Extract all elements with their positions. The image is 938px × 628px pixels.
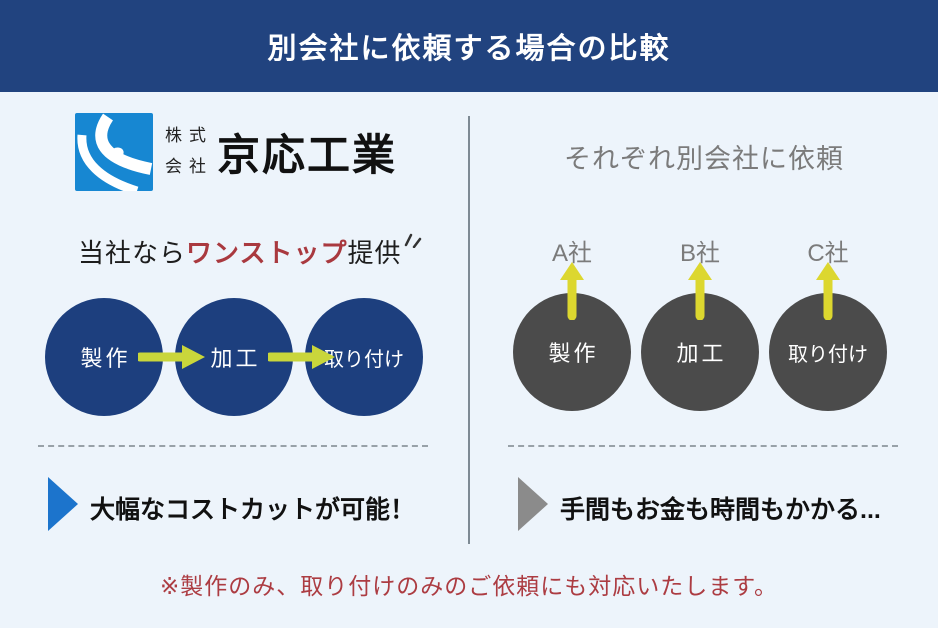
company-logo: 株式 会社 京応工業 (75, 113, 397, 191)
arrow-up-icon (816, 262, 840, 320)
right-result-text: 手間もお金も時間もかかる... (560, 496, 881, 524)
column-divider (468, 116, 470, 544)
left-dashed-divider (38, 445, 428, 447)
company-logo-icon (75, 113, 153, 191)
arrow-right-icon (138, 345, 205, 369)
sparkle-icon (404, 233, 421, 249)
blue-triangle-marker-icon (48, 477, 78, 531)
one-stop-tagline: 当社ならワンストップ提供 (78, 233, 422, 270)
company-prefix-label: 株式 会社 (165, 126, 213, 176)
step-circle-toritsuke-left: 取り付け (305, 298, 423, 416)
page-title: 別会社に依頼する場合の比較 (267, 33, 671, 65)
footnote-text: ※製作のみ、取り付けのみのご依頼にも対応いたします。 (160, 573, 778, 599)
arrow-up-icon (560, 262, 584, 320)
gray-triangle-marker-icon (518, 477, 548, 531)
arrow-right-icon (268, 345, 335, 369)
tagline-pre: 当社なら (78, 238, 187, 268)
company-name-label: 京応工業 (217, 132, 397, 180)
right-dashed-divider (508, 445, 898, 447)
left-result-text: 大幅なコストカットが可能！ (90, 496, 416, 524)
header-banner: 別会社に依頼する場合の比較 (0, 0, 938, 92)
tagline-highlight: ワンストップ (186, 238, 348, 268)
tagline-post: 提供 (347, 238, 402, 268)
right-section-title: それぞれ別会社に依頼 (564, 144, 844, 174)
arrow-up-icon (688, 262, 712, 320)
